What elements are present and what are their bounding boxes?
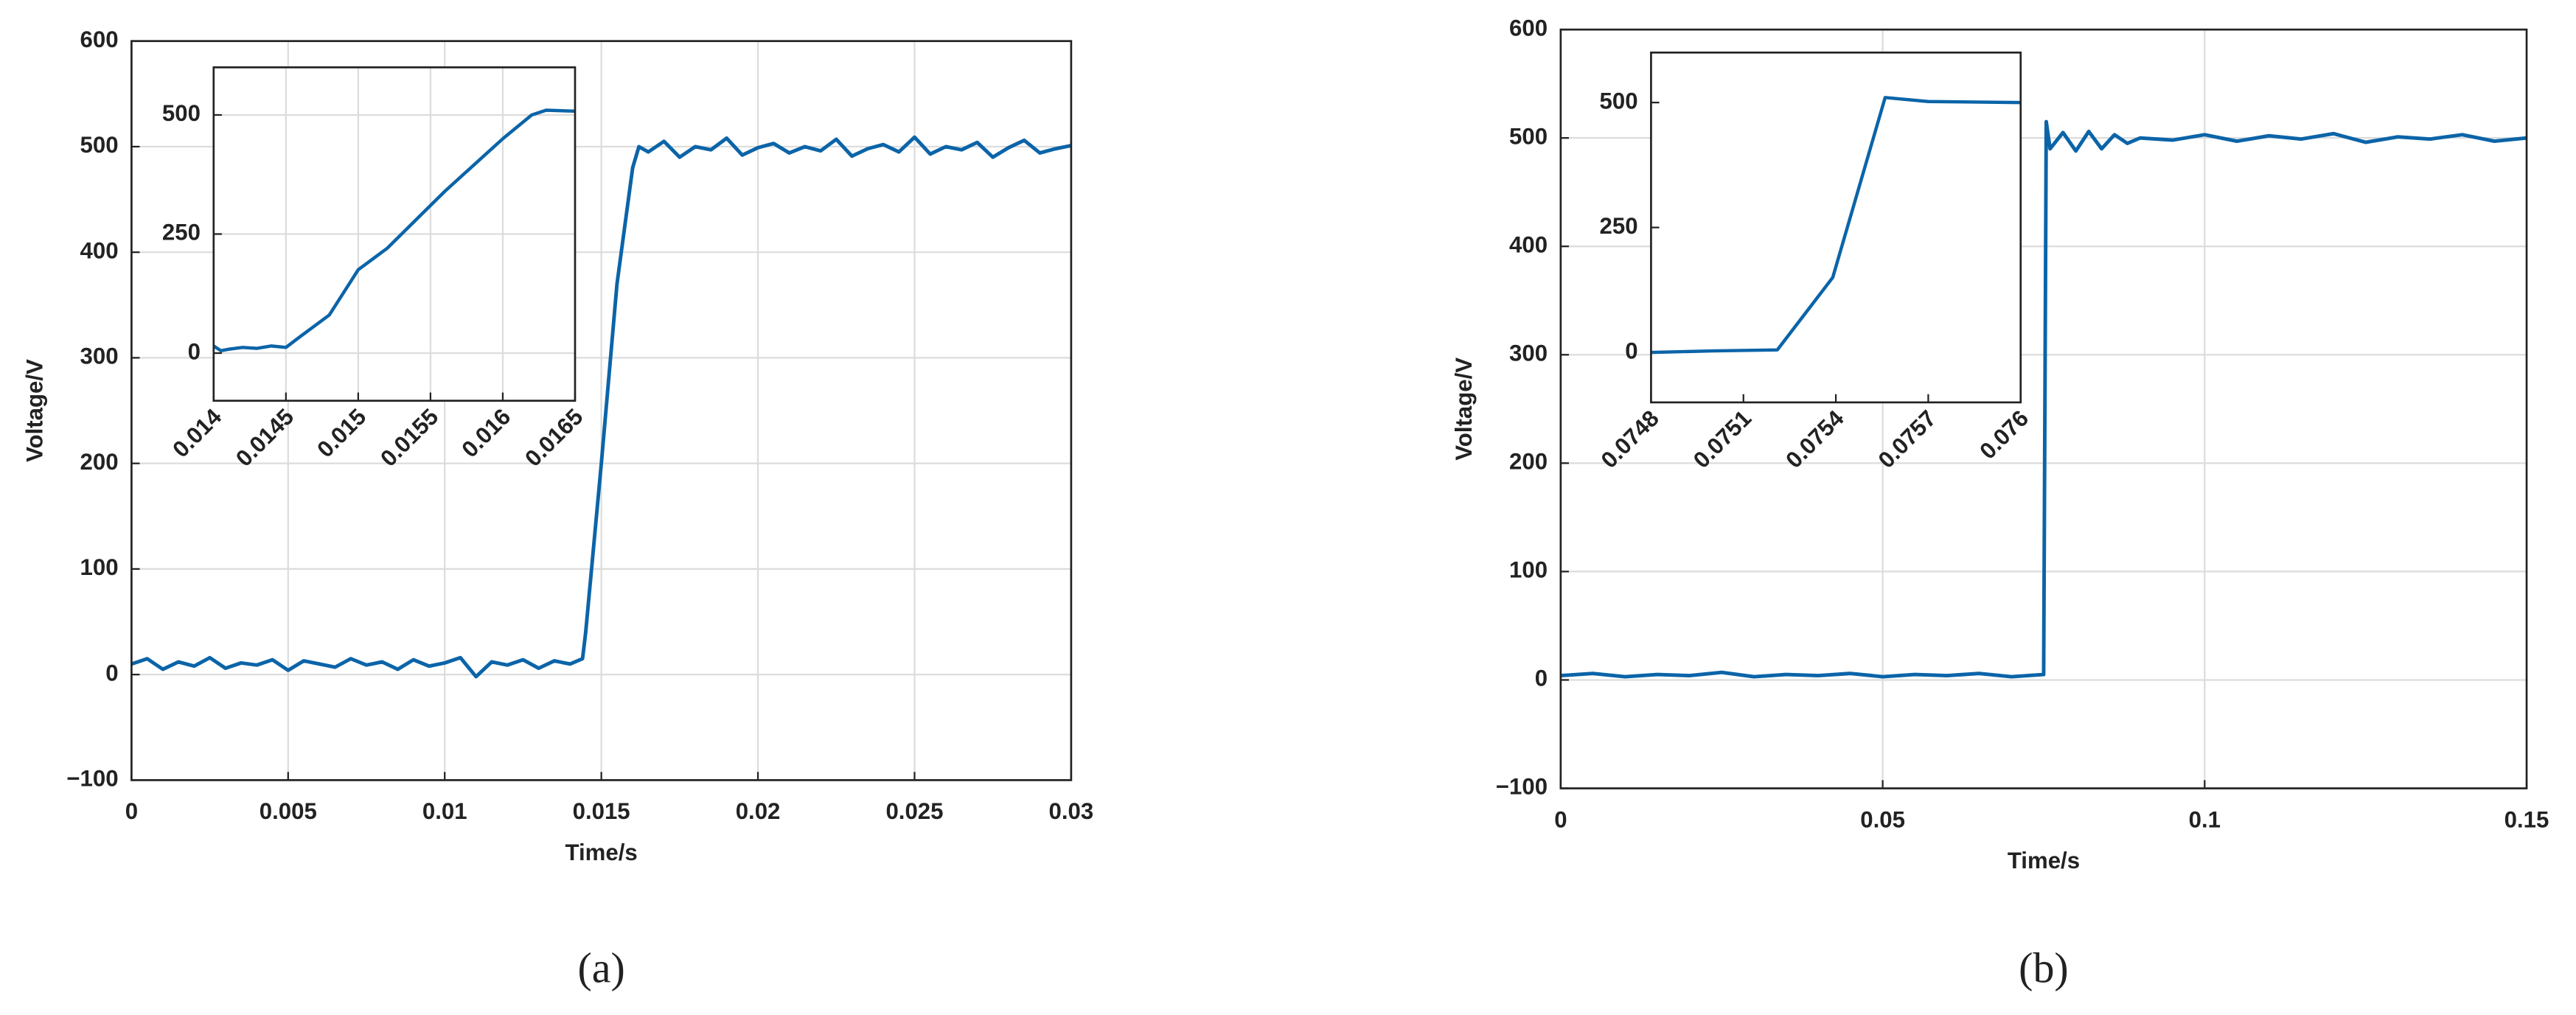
y-tick-label: 0 bbox=[1535, 666, 1548, 691]
x-tick-label: 0.05 bbox=[1860, 806, 1905, 832]
y-tick-label: 500 bbox=[1600, 88, 1638, 114]
x-tick-label: 0.01 bbox=[422, 798, 467, 824]
data-line bbox=[212, 108, 576, 353]
x-tick-label: 0 bbox=[125, 798, 138, 824]
plot-area bbox=[1651, 52, 2021, 402]
y-tick-label: 400 bbox=[1509, 231, 1548, 257]
y-tick-label: 300 bbox=[80, 343, 119, 369]
data-line bbox=[1560, 119, 2527, 679]
y-tick-label: 200 bbox=[1509, 449, 1548, 475]
axes-box bbox=[1650, 51, 2022, 404]
y-tick-label: 0 bbox=[188, 338, 201, 364]
axes-box bbox=[212, 66, 577, 402]
y-tick-label: 100 bbox=[80, 554, 119, 580]
x-tick-label: 0.15 bbox=[2504, 806, 2549, 832]
y-tick-label: 0 bbox=[1625, 338, 1637, 363]
data-line bbox=[130, 135, 1072, 679]
y-tick-label: 500 bbox=[80, 132, 119, 158]
axes-box bbox=[1559, 28, 2528, 789]
y-tick-label: 500 bbox=[162, 100, 201, 126]
y-tick-label: 600 bbox=[1509, 15, 1548, 41]
y-tick-label: −100 bbox=[1496, 774, 1548, 800]
data-line bbox=[1651, 96, 2021, 355]
x-tick-label: 0 bbox=[1554, 806, 1567, 832]
y-tick-label: 300 bbox=[1509, 341, 1548, 366]
x-tick-label: 0.015 bbox=[573, 798, 630, 824]
y-tick-label: 0 bbox=[105, 660, 118, 686]
x-tick-label: 0.02 bbox=[736, 798, 781, 824]
y-tick-label: 250 bbox=[162, 220, 201, 245]
axes-box bbox=[130, 40, 1073, 781]
y-tick-label: 100 bbox=[1509, 557, 1548, 583]
y-tick-label: 600 bbox=[80, 27, 119, 52]
panel-caption: (b) bbox=[2019, 944, 2069, 991]
x-tick-label: 0.1 bbox=[2189, 806, 2221, 832]
y-axis-label: Voltage/V bbox=[21, 359, 47, 462]
x-tick-label: 0.03 bbox=[1049, 798, 1094, 824]
y-tick-label: 250 bbox=[1600, 213, 1638, 239]
x-tick-label: 0.005 bbox=[260, 798, 317, 824]
panel-caption: (a) bbox=[577, 944, 624, 991]
y-tick-label: 400 bbox=[80, 237, 119, 263]
x-tick-label: 0.025 bbox=[885, 798, 943, 824]
y-axis-label: Voltage/V bbox=[1451, 357, 1477, 461]
x-axis-label: Time/s bbox=[2008, 848, 2080, 873]
y-tick-label: −100 bbox=[66, 766, 118, 792]
y-tick-label: 500 bbox=[1509, 123, 1548, 149]
x-axis-label: Time/s bbox=[565, 840, 638, 865]
y-tick-label: 200 bbox=[80, 449, 119, 475]
